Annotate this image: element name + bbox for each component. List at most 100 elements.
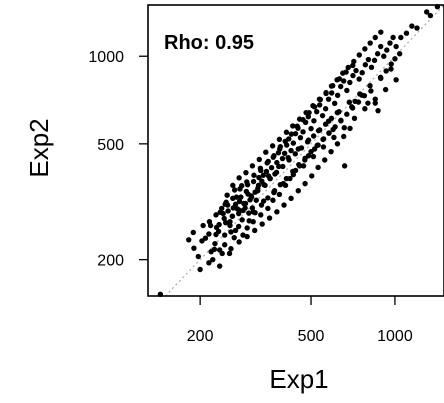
data-point	[350, 62, 356, 69]
data-point	[390, 34, 396, 41]
rho-annotation: Rho: 0.95	[164, 32, 254, 54]
data-point	[285, 155, 291, 161]
data-point	[367, 83, 373, 89]
data-point	[323, 89, 329, 96]
data-point	[239, 217, 245, 223]
data-point	[356, 76, 362, 82]
data-point	[341, 78, 347, 84]
data-point	[393, 43, 399, 50]
data-point	[244, 225, 250, 231]
data-point	[343, 69, 349, 75]
data-point	[361, 92, 368, 99]
data-point	[216, 263, 223, 269]
data-point	[353, 67, 359, 74]
data-point	[271, 153, 277, 159]
data-point	[365, 100, 371, 106]
data-point	[265, 195, 271, 201]
data-point	[305, 137, 312, 143]
data-point	[232, 201, 239, 207]
data-point	[280, 163, 286, 170]
data-point	[308, 148, 314, 155]
data-point	[199, 238, 205, 244]
data-point	[277, 146, 283, 152]
data-point	[220, 210, 226, 217]
data-point	[255, 182, 262, 189]
data-point	[242, 205, 248, 211]
data-point	[377, 43, 384, 50]
data-point	[225, 208, 231, 214]
data-point	[355, 99, 362, 105]
y-axis: 200 500 1000	[88, 49, 148, 270]
data-point	[219, 250, 225, 257]
data-point	[349, 105, 356, 111]
data-point	[191, 245, 197, 251]
x-tick-label: 1000	[377, 328, 413, 345]
data-point	[230, 182, 236, 189]
data-point	[276, 191, 283, 198]
data-point	[409, 23, 415, 29]
data-point	[259, 221, 265, 227]
data-point	[263, 149, 269, 155]
data-point	[206, 260, 212, 266]
data-point	[383, 68, 389, 74]
data-point	[403, 30, 410, 36]
data-point	[210, 256, 216, 263]
data-point	[249, 163, 256, 169]
data-point	[246, 210, 252, 216]
data-point	[222, 232, 228, 238]
data-point	[322, 157, 328, 163]
data-point	[368, 88, 374, 94]
data-point	[216, 221, 222, 228]
data-point	[213, 231, 219, 238]
data-point	[371, 57, 378, 64]
data-point	[211, 246, 218, 253]
data-point	[281, 150, 288, 156]
data-point	[332, 100, 338, 107]
data-point	[365, 56, 372, 63]
plot-frame	[147, 4, 444, 297]
data-point	[290, 171, 297, 178]
y-axis-label: Exp2	[24, 118, 54, 177]
data-point	[290, 123, 296, 129]
data-point	[288, 131, 295, 137]
data-point	[230, 195, 236, 201]
data-point	[219, 205, 225, 212]
data-point	[235, 223, 242, 230]
data-point	[279, 155, 286, 162]
data-point	[265, 205, 271, 212]
data-point	[238, 194, 244, 200]
data-point	[331, 134, 337, 141]
data-point	[423, 9, 430, 15]
data-point	[244, 233, 250, 240]
data-point	[232, 227, 239, 234]
data-point	[222, 219, 229, 226]
x-tick-label: 500	[298, 328, 325, 345]
data-point	[309, 173, 315, 179]
data-point	[236, 239, 242, 245]
data-point	[255, 188, 261, 194]
data-point	[393, 77, 399, 83]
data-point	[236, 198, 243, 205]
data-point	[212, 240, 218, 247]
data-point	[305, 113, 312, 120]
data-point	[294, 123, 300, 129]
data-point	[250, 209, 256, 215]
data-point	[276, 163, 282, 170]
data-point	[270, 197, 276, 203]
data-point	[344, 111, 350, 117]
data-point	[303, 109, 309, 116]
data-point	[227, 222, 233, 229]
data-point	[388, 66, 394, 72]
data-point	[236, 175, 242, 181]
data-point	[320, 136, 326, 143]
data-point	[372, 96, 378, 102]
data-point	[325, 118, 332, 124]
data-point	[229, 213, 236, 219]
data-point	[367, 40, 373, 46]
data-point	[290, 140, 297, 146]
data-point	[351, 115, 358, 122]
y-tick-label: 200	[97, 253, 124, 270]
data-point	[226, 250, 233, 257]
data-point	[231, 234, 237, 241]
data-point	[244, 179, 250, 185]
